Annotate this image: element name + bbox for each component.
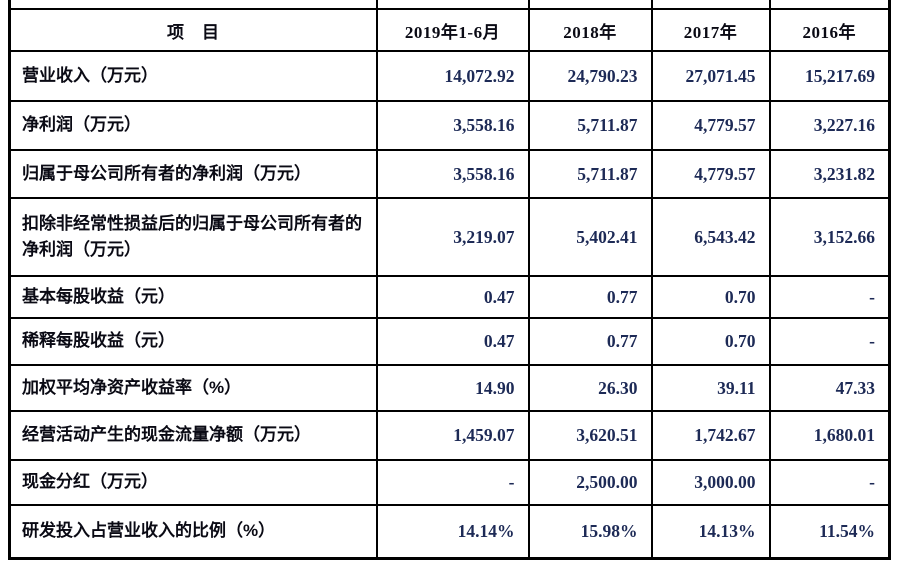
header-row: 项 目 2019年1-6月 2018年 2017年 2016年 xyxy=(8,8,891,52)
financial-summary-table: 项 目 2019年1-6月 2018年 2017年 2016年 营业收入（万元）… xyxy=(8,0,891,560)
cell-value: 14.13% xyxy=(650,504,771,559)
cell-value: 5,711.87 xyxy=(527,149,653,199)
cell-value: 3,620.51 xyxy=(527,410,653,461)
cell-value: 1,459.07 xyxy=(375,410,530,461)
cell-value: 3,558.16 xyxy=(375,149,530,199)
row-label: 现金分红（万元） xyxy=(8,459,378,506)
cell-value: 3,231.82 xyxy=(768,149,891,199)
cell-value: 3,152.66 xyxy=(768,197,891,277)
cell-value: 39.11 xyxy=(650,364,771,412)
cell-value: - xyxy=(768,459,891,506)
cell-value: 3,000.00 xyxy=(650,459,771,506)
cell-value: 24,790.23 xyxy=(527,50,653,102)
cell-value: 14.14% xyxy=(375,504,530,559)
cell-value: 6,543.42 xyxy=(650,197,771,277)
table-row: 净利润（万元） 3,558.16 5,711.87 4,779.57 3,227.16 xyxy=(8,100,891,151)
row-label: 研发投入占营业收入的比例（%） xyxy=(8,504,378,559)
table-row: 稀释每股收益（元） 0.47 0.77 0.70- xyxy=(8,317,891,366)
table-row: 扣除非经常性损益后的归属于母公司所有者的净利润（万元） 3,219.07 5,402… xyxy=(8,197,891,277)
row-label: 营业收入（万元） xyxy=(8,50,378,102)
cell-value: 0.47 xyxy=(375,317,530,366)
table-row: 营业收入（万元） 14,072.92 24,790.23 27,071.45 15,21… xyxy=(8,50,891,102)
cell-value: 0.70 xyxy=(650,317,771,366)
cell-value: 4,779.57 xyxy=(650,149,771,199)
cut-off-cell xyxy=(650,0,771,10)
row-label: 基本每股收益（元） xyxy=(8,275,378,319)
row-label: 稀释每股收益（元） xyxy=(8,317,378,366)
row-label: 经营活动产生的现金流量净额（万元） xyxy=(8,410,378,461)
cell-value: 3,227.16 xyxy=(768,100,891,151)
cell-value: 0.77 xyxy=(527,317,653,366)
column-header-item: 项 目 xyxy=(8,8,378,52)
table-row: 研发投入占营业收入的比例（%） 14.14% 15.98% 14.13% 11.54% xyxy=(8,504,891,559)
cell-value: 1,742.67 xyxy=(650,410,771,461)
column-header-2019h1: 2019年1-6月 xyxy=(375,8,530,52)
cell-value: - xyxy=(768,275,891,319)
cut-off-cell xyxy=(8,0,378,10)
cell-value: 0.70 xyxy=(650,275,771,319)
cut-off-row xyxy=(8,0,891,10)
table-row: 经营活动产生的现金流量净额（万元） 1,459.07 3,620.51 1,742.6… xyxy=(8,410,891,461)
cell-value: - xyxy=(375,459,530,506)
cell-value: 15,217.69 xyxy=(768,50,891,102)
cell-value: 26.30 xyxy=(527,364,653,412)
cell-value: 11.54% xyxy=(768,504,891,559)
cell-value: 14,072.92 xyxy=(375,50,530,102)
table-row: 归属于母公司所有者的净利润（万元） 3,558.16 5,711.87 4,779.5… xyxy=(8,149,891,199)
cell-value: 0.47 xyxy=(375,275,530,319)
column-header-2018: 2018年 xyxy=(527,8,653,52)
row-label: 归属于母公司所有者的净利润（万元） xyxy=(8,149,378,199)
cell-value: - xyxy=(768,317,891,366)
cell-value: 5,402.41 xyxy=(527,197,653,277)
row-label: 净利润（万元） xyxy=(8,100,378,151)
cut-off-cell xyxy=(768,0,891,10)
cell-value: 15.98% xyxy=(527,504,653,559)
row-label: 扣除非经常性损益后的归属于母公司所有者的净利润（万元） xyxy=(8,197,378,277)
cell-value: 3,558.16 xyxy=(375,100,530,151)
column-header-2016: 2016年 xyxy=(768,8,891,52)
table-body: 营业收入（万元） 14,072.92 24,790.23 27,071.45 15,21… xyxy=(8,50,891,559)
table-row: 基本每股收益（元） 0.47 0.77 0.70- xyxy=(8,275,891,319)
cell-value: 14.90 xyxy=(375,364,530,412)
cut-off-cell xyxy=(375,0,530,10)
row-label: 加权平均净资产收益率（%） xyxy=(8,364,378,412)
cell-value: 47.33 xyxy=(768,364,891,412)
cell-value: 27,071.45 xyxy=(650,50,771,102)
cell-value: 0.77 xyxy=(527,275,653,319)
cell-value: 2,500.00 xyxy=(527,459,653,506)
cell-value: 4,779.57 xyxy=(650,100,771,151)
cut-off-cell xyxy=(527,0,653,10)
table-row: 现金分红（万元） -2,500.00 3,000.00- xyxy=(8,459,891,506)
cell-value: 3,219.07 xyxy=(375,197,530,277)
column-header-2017: 2017年 xyxy=(650,8,771,52)
cell-value: 5,711.87 xyxy=(527,100,653,151)
cell-value: 1,680.01 xyxy=(768,410,891,461)
table-row: 加权平均净资产收益率（%） 14.90 26.30 39.11 47.33 xyxy=(8,364,891,412)
